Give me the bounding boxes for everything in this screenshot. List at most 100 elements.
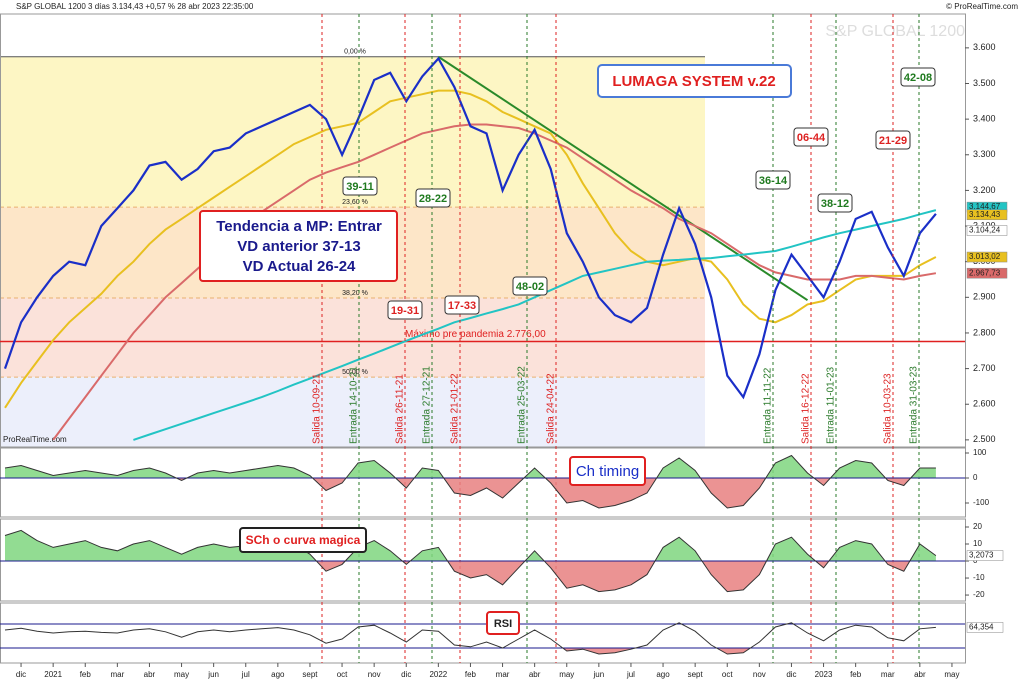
- price-tag: [966, 267, 1008, 279]
- x-tick-label: abr: [914, 670, 926, 679]
- fib-label: 0,00 %: [344, 49, 366, 56]
- area-fill: [5, 478, 936, 508]
- x-tick-label: ago: [656, 670, 670, 679]
- watermark: S&P GLOBAL 1200: [825, 23, 965, 40]
- series-line: [3, 56, 937, 400]
- x-tick-label: sept: [302, 670, 318, 679]
- x-tick-label: dic: [401, 670, 411, 679]
- source: ProRealTime.com: [3, 435, 67, 444]
- x-tick-label: abr: [144, 670, 156, 679]
- panel-frame: [0, 13, 966, 448]
- price-tag-label: 3.144,67: [969, 202, 1001, 211]
- series-line: [4, 89, 937, 409]
- y-tick-label: 100: [973, 448, 987, 457]
- reference-label: Máximo pre pandemia 2.776,00: [405, 329, 546, 340]
- x-tick-label: oct: [722, 670, 733, 679]
- price-tag: [966, 209, 1008, 221]
- panel-frame: [0, 602, 966, 664]
- fib-zone: [0, 298, 705, 378]
- y-tick-label: 3.600: [973, 42, 996, 52]
- price-tag-label: 3.134,43: [969, 210, 1001, 219]
- score-label: 48-02: [516, 281, 544, 293]
- signal-label: Entrada 31-03-23: [909, 366, 920, 444]
- y-tick-label: 3.500: [973, 78, 996, 88]
- value-tag-label: 3,2073: [969, 551, 994, 560]
- score-label: 19-31: [391, 305, 419, 317]
- x-tick-label: feb: [80, 670, 92, 679]
- y-tick-label: 3.200: [973, 185, 996, 195]
- indicator-line: [4, 454, 936, 509]
- x-tick-label: may: [174, 670, 189, 679]
- signal-label: Entrada 14-10-21: [349, 366, 360, 444]
- panel-title-box: [239, 527, 367, 553]
- value-tag-label: 64,354: [969, 622, 994, 631]
- trend-text: VD Actual 26-24: [243, 258, 356, 275]
- x-tick-label: feb: [465, 670, 477, 679]
- x-tick-label: dic: [786, 670, 796, 679]
- score-label: 17-33: [448, 300, 476, 312]
- fib-label: 23,60 %: [342, 199, 368, 206]
- signal-label: Entrada 25-03-22: [517, 366, 528, 444]
- x-tick-label: mar: [881, 670, 895, 679]
- score-label: 42-08: [904, 72, 932, 84]
- x-tick-label: mar: [496, 670, 510, 679]
- y-tick-label: -100: [973, 498, 990, 507]
- price-tag-label: 2.967,73: [969, 268, 1001, 277]
- series-line: [133, 209, 937, 441]
- y-tick-label: 20: [973, 522, 982, 531]
- score-label: 21-29: [879, 135, 907, 147]
- x-tick-label: jun: [207, 670, 219, 679]
- score-label: 28-22: [419, 193, 447, 205]
- panel-frame: [0, 447, 966, 518]
- x-tick-label: 2021: [44, 670, 62, 679]
- trend-text: Tendencia a MP: Entrar: [216, 218, 382, 235]
- score-box: [793, 127, 829, 147]
- trendline: [437, 55, 809, 302]
- indicator-line: [4, 622, 936, 655]
- panel-title: SCh o curva magica: [246, 533, 361, 547]
- trend-text: VD anterior 37-13: [237, 238, 360, 255]
- signal-label: Salida 24-04-22: [546, 373, 557, 444]
- x-tick-label: may: [944, 670, 959, 679]
- x-tick-label: sept: [688, 670, 704, 679]
- fib-label: 50,00 %: [342, 369, 368, 376]
- system-box: [597, 64, 792, 98]
- y-tick-label: 0: [973, 473, 978, 482]
- score-box: [342, 176, 378, 196]
- y-tick-label: 2.700: [973, 363, 996, 373]
- score-box: [875, 130, 911, 150]
- score-box: [444, 295, 480, 315]
- panel-title: Ch timing: [576, 463, 639, 480]
- area-fill: [5, 455, 936, 478]
- copyright: © ProRealTime.com: [946, 2, 1018, 11]
- score-box: [900, 67, 936, 87]
- x-tick-label: may: [559, 670, 574, 679]
- x-tick-label: mar: [110, 670, 124, 679]
- x-tick-label: abr: [529, 670, 541, 679]
- x-tick-label: jun: [593, 670, 605, 679]
- panel-title: RSI: [494, 618, 512, 630]
- y-tick-label: 10: [973, 539, 982, 548]
- price-tag: [966, 251, 1008, 263]
- price-tag: [966, 225, 1008, 236]
- x-tick-label: nov: [753, 670, 766, 679]
- value-tag: [966, 550, 1004, 561]
- y-tick-label: 2.800: [973, 327, 996, 337]
- y-tick-label: 3.300: [973, 149, 996, 159]
- score-label: 06-44: [797, 132, 826, 144]
- fib-label: 38,20 %: [342, 290, 368, 297]
- score-box: [387, 300, 423, 320]
- y-tick-label: 2.900: [973, 292, 996, 302]
- score-label: 38-12: [821, 198, 849, 210]
- score-box: [755, 170, 791, 190]
- indicator-line: [4, 529, 937, 593]
- y-tick-label: 2.600: [973, 399, 996, 409]
- x-tick-label: 2022: [429, 670, 447, 679]
- score-label: 36-14: [759, 175, 788, 187]
- score-box: [415, 188, 451, 208]
- y-tick-label: -20: [973, 590, 985, 599]
- y-tick-label: 2.500: [973, 434, 996, 444]
- signal-label: Entrada 11-01-23: [826, 366, 837, 444]
- area-fill: [5, 530, 936, 562]
- price-tag-label: 3.013,02: [969, 252, 1001, 261]
